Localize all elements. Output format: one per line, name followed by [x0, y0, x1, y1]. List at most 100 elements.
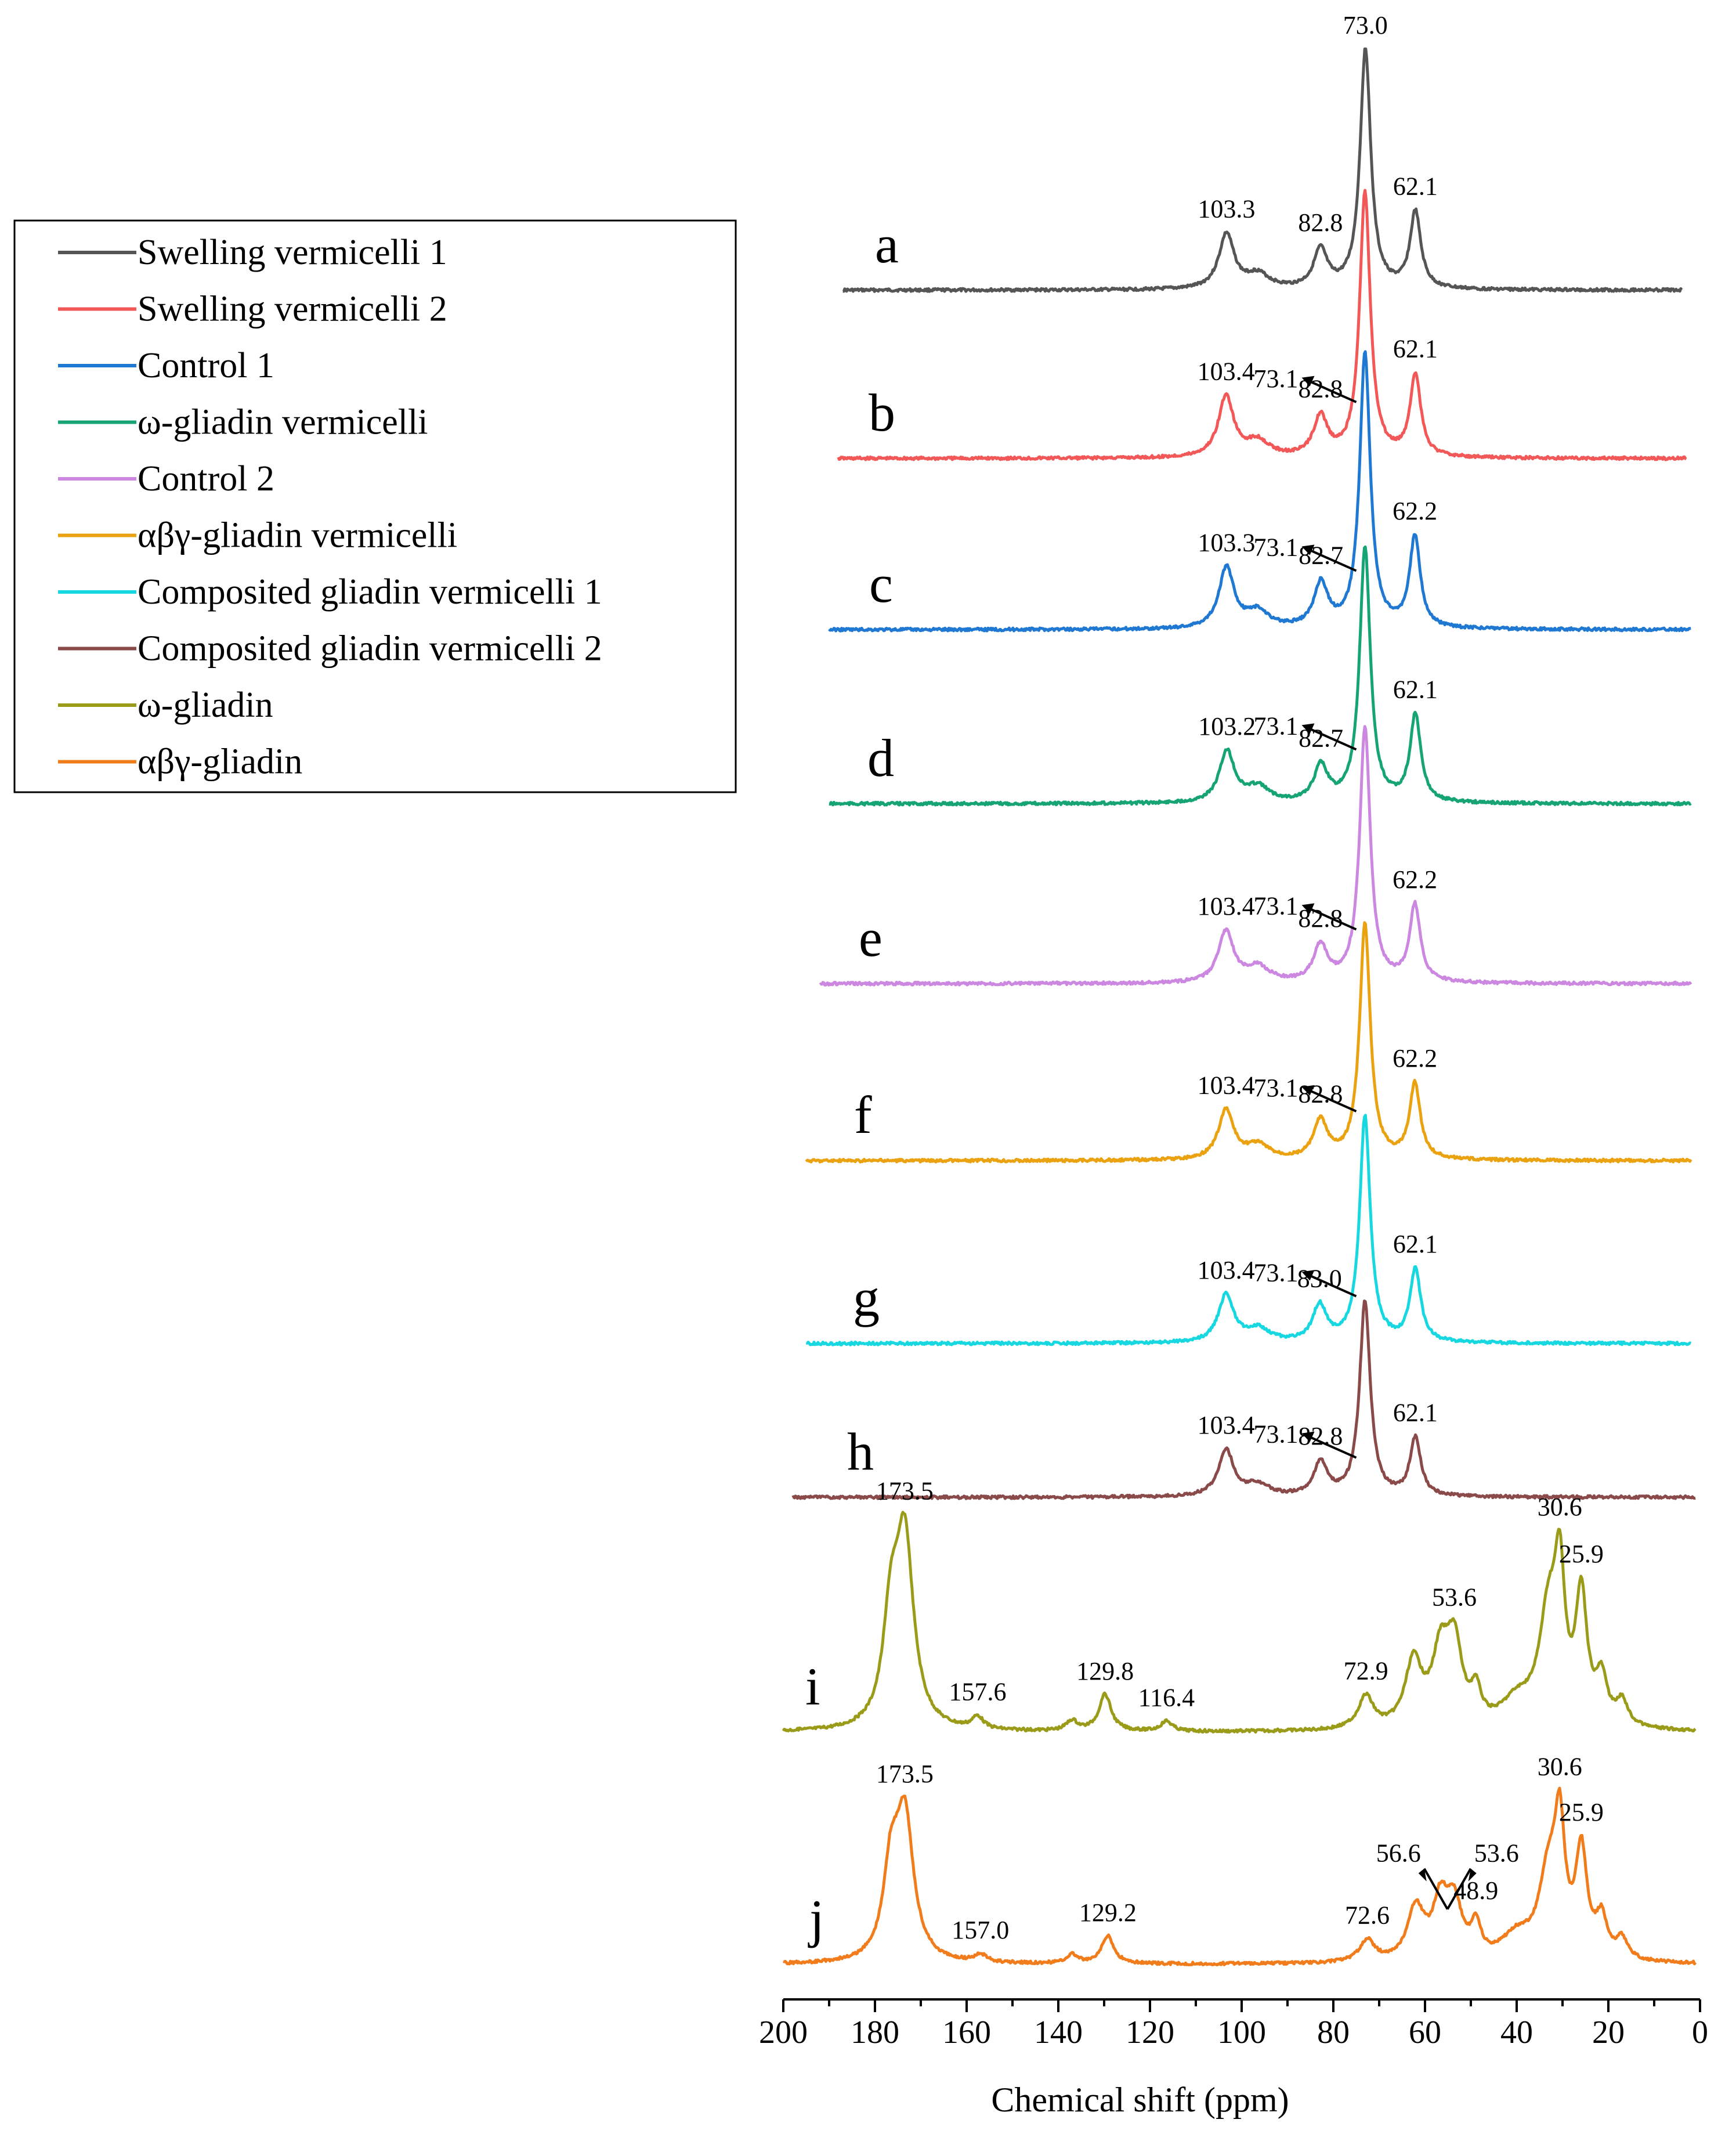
peak-arrow: [1303, 1433, 1357, 1459]
peak-label: 173.5: [876, 1760, 934, 1788]
peak-label: 73.1: [1254, 533, 1299, 561]
peak-label: 25.9: [1559, 1540, 1604, 1568]
peak-arrow: [1303, 1272, 1357, 1298]
series-label-j: j: [808, 1889, 824, 1948]
peak-label: 73.0: [1343, 11, 1388, 39]
legend-box: [13, 219, 737, 793]
peak-label: 30.6: [1538, 1493, 1582, 1521]
peak-label: 56.6: [1376, 1839, 1421, 1868]
peak-label: 48.9: [1453, 1876, 1498, 1905]
peak-arrow: [1423, 1868, 1449, 1910]
series-label-c: c: [869, 554, 893, 613]
peak-arrowhead: [1301, 903, 1315, 914]
legend-label: Composited gliadin vermicelli 1: [138, 572, 602, 612]
series-label-h: h: [847, 1422, 874, 1481]
peak-arrowhead: [1301, 1431, 1315, 1442]
x-tick-label: 160: [942, 2014, 991, 2050]
x-axis-label: Chemical shift (ppm): [991, 2081, 1289, 2119]
legend-label: Swelling vermicelli 2: [138, 290, 447, 329]
spectrum-line-i: [782, 1511, 1697, 1734]
peak-arrow: [1303, 546, 1357, 572]
x-axis: 200 180 160 140 120 100 80 60 40 20 0: [759, 1998, 1708, 2050]
peak-arrowhead: [1301, 544, 1315, 555]
peak-label: 62.1: [1393, 335, 1438, 363]
x-tick-label: 80: [1317, 2014, 1350, 2050]
spectrum-line-a: [842, 47, 1683, 293]
x-tick-label: 0: [1692, 2014, 1708, 2050]
legend-label: Control 2: [138, 459, 274, 499]
peak-label: 82.8: [1298, 1079, 1343, 1108]
peak-label: 83.0: [1297, 1265, 1342, 1293]
series-label-a: a: [875, 215, 899, 274]
peak-arrow: [1446, 1868, 1472, 1910]
peak-label: 62.1: [1393, 1230, 1438, 1258]
x-tick-label: 100: [1217, 2014, 1266, 2050]
peak-label: 62.1: [1393, 676, 1438, 704]
legend-label: Swelling vermicelli 1: [138, 233, 447, 272]
peak-label: 103.3: [1198, 195, 1255, 223]
legend-label: Composited gliadin vermicelli 2: [138, 629, 602, 669]
spectrum-j: j 173.5 157.0 129.2 72.6 56.6 53.6 48.9 30.6 25.9: [783, 1752, 1697, 1967]
peak-arrow: [1303, 377, 1357, 403]
peak-label: 62.2: [1393, 1044, 1437, 1073]
legend-label: ω-gliadin: [138, 685, 273, 725]
spectrum-line-d: [829, 545, 1692, 807]
series-label-i: i: [805, 1657, 820, 1716]
peak-arrowhead: [1301, 1270, 1315, 1281]
spectrum-line-h: [791, 1299, 1696, 1500]
legend-label: αβγ-gliadin vermicelli: [138, 516, 457, 555]
peak-label: 103.3: [1198, 529, 1255, 557]
peak-label: 73.1: [1254, 364, 1299, 393]
peak-arrowhead: [1301, 1085, 1315, 1096]
peak-label: 73.1: [1254, 1258, 1299, 1287]
peak-label: 73.1: [1254, 712, 1299, 740]
peak-label: 82.7: [1299, 724, 1343, 753]
series-label-e: e: [859, 908, 883, 967]
spectrum-line-e: [819, 725, 1692, 987]
peak-label: 53.6: [1432, 1583, 1477, 1612]
spectrum-line-f: [805, 921, 1692, 1164]
peak-label: 62.1: [1393, 172, 1438, 201]
x-tick-label: 20: [1592, 2014, 1625, 2050]
peak-label: 173.5: [876, 1477, 934, 1505]
peak-label: 82.8: [1298, 904, 1343, 933]
spectrum-line-c: [828, 350, 1691, 633]
peak-label: 103.4: [1198, 357, 1255, 385]
series-label-f: f: [854, 1085, 872, 1144]
peak-label: 129.2: [1079, 1898, 1137, 1927]
x-tick-label: 40: [1500, 2014, 1533, 2050]
peak-label: 129.8: [1076, 1657, 1134, 1685]
spectrum-line-j: [783, 1786, 1697, 1967]
spectrum-a: a 73.0 103.3 82.8 62.1: [842, 11, 1683, 293]
peak-label: 103.4: [1198, 1411, 1255, 1439]
spectrum-line-g: [805, 1114, 1692, 1346]
peak-label: 116.4: [1138, 1684, 1195, 1712]
peak-label: 82.8: [1298, 208, 1343, 237]
peak-label: 62.2: [1393, 497, 1437, 525]
peak-label: 103.2: [1198, 712, 1256, 741]
peak-label: 157.6: [949, 1678, 1006, 1706]
peak-label: 103.4: [1198, 892, 1255, 920]
x-tick-label: 120: [1126, 2014, 1174, 2050]
legend-label: Control 1: [138, 346, 274, 385]
peak-arrowhead: [1301, 376, 1315, 387]
peak-label: 157.0: [952, 1916, 1009, 1944]
peak-label: 103.4: [1198, 1071, 1255, 1100]
spectrum-line-b: [837, 189, 1687, 461]
peak-label: 25.9: [1559, 1798, 1604, 1826]
x-tick-label: 60: [1409, 2014, 1441, 2050]
peak-label: 53.6: [1474, 1839, 1519, 1868]
peak-label: 62.2: [1393, 865, 1437, 894]
series-label-b: b: [869, 383, 895, 442]
x-tick-label: 180: [851, 2014, 899, 2050]
peak-label: 72.6: [1345, 1901, 1390, 1930]
peak-arrowhead: [1418, 1868, 1427, 1882]
peak-label: 73.1: [1254, 1074, 1299, 1102]
